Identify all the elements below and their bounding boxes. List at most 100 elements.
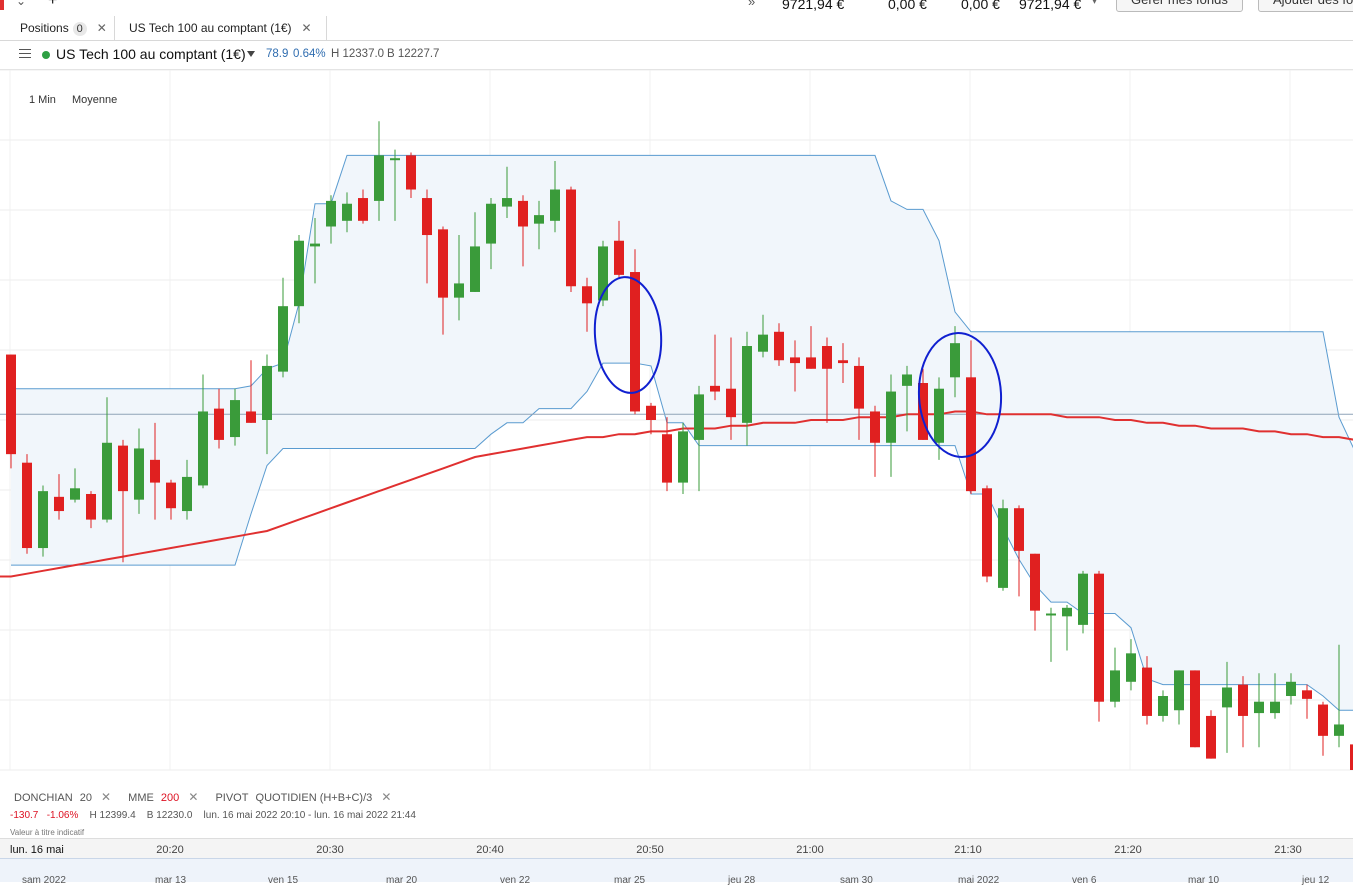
- candle[interactable]: [614, 220, 624, 278]
- candle[interactable]: [646, 402, 656, 435]
- candle[interactable]: [22, 454, 32, 554]
- candle[interactable]: [214, 388, 224, 449]
- candle[interactable]: [806, 326, 816, 369]
- candle[interactable]: [518, 195, 528, 267]
- candle[interactable]: [6, 354, 16, 469]
- candle[interactable]: [678, 422, 688, 494]
- candle[interactable]: [118, 439, 128, 563]
- candle[interactable]: [182, 459, 192, 520]
- candle[interactable]: [790, 340, 800, 392]
- candle[interactable]: [454, 235, 464, 321]
- close-icon[interactable]: ✕: [101, 790, 112, 804]
- candle[interactable]: [406, 152, 416, 199]
- candle[interactable]: [1094, 570, 1104, 722]
- candle[interactable]: [1014, 505, 1024, 597]
- candle[interactable]: [950, 326, 960, 398]
- candle[interactable]: [294, 235, 304, 324]
- plus-icon[interactable]: +: [48, 0, 58, 9]
- candle[interactable]: [1158, 690, 1168, 722]
- candle[interactable]: [1190, 670, 1200, 748]
- instrument-name[interactable]: US Tech 100 au comptant (1€): [56, 46, 246, 62]
- candle[interactable]: [134, 428, 144, 514]
- chevron-down-icon[interactable]: ▾: [1092, 0, 1098, 7]
- candle[interactable]: [1030, 553, 1040, 631]
- candle[interactable]: [86, 491, 96, 529]
- candle[interactable]: [1046, 607, 1056, 662]
- candle[interactable]: [710, 334, 720, 401]
- candle[interactable]: [390, 149, 400, 221]
- candle[interactable]: [822, 337, 832, 423]
- candle[interactable]: [262, 354, 272, 455]
- candle[interactable]: [1078, 570, 1088, 634]
- candle[interactable]: [1110, 647, 1120, 708]
- candle[interactable]: [870, 405, 880, 477]
- candle[interactable]: [582, 277, 592, 332]
- chart-type-selector[interactable]: Moyenne: [72, 94, 118, 106]
- close-icon[interactable]: ✕: [301, 21, 312, 35]
- candle[interactable]: [470, 212, 480, 292]
- candle[interactable]: [1174, 670, 1184, 725]
- candle[interactable]: [630, 249, 640, 415]
- candle[interactable]: [358, 189, 368, 224]
- candle[interactable]: [838, 343, 848, 384]
- candle[interactable]: [278, 277, 288, 378]
- candle[interactable]: [342, 192, 352, 233]
- candle[interactable]: [310, 217, 320, 284]
- candle[interactable]: [1254, 673, 1264, 748]
- candle[interactable]: [966, 340, 976, 494]
- candle[interactable]: [726, 337, 736, 440]
- candle[interactable]: [326, 195, 336, 244]
- candle[interactable]: [918, 368, 928, 440]
- candle[interactable]: [566, 186, 576, 292]
- candle[interactable]: [502, 166, 512, 218]
- candle[interactable]: [230, 388, 240, 446]
- tab-positions[interactable]: Positions 0 ✕: [20, 16, 107, 40]
- candle[interactable]: [742, 331, 752, 446]
- candle[interactable]: [1062, 604, 1072, 651]
- candle[interactable]: [1318, 701, 1328, 756]
- candle[interactable]: [422, 189, 432, 284]
- candle[interactable]: [102, 397, 112, 523]
- candle[interactable]: [1302, 684, 1312, 719]
- interval-selector[interactable]: 1 Min: [29, 94, 56, 106]
- candle[interactable]: [982, 485, 992, 583]
- candle[interactable]: [662, 417, 672, 492]
- close-icon[interactable]: ✕: [381, 790, 392, 804]
- close-icon[interactable]: ✕: [188, 790, 199, 804]
- tab-instrument[interactable]: US Tech 100 au comptant (1€) ✕: [114, 16, 327, 40]
- price-chart[interactable]: [0, 70, 1353, 838]
- candle[interactable]: [534, 200, 544, 250]
- chevron-down-icon[interactable]: [247, 51, 255, 57]
- candle[interactable]: [38, 485, 48, 557]
- candle[interactable]: [758, 314, 768, 358]
- close-icon[interactable]: ✕: [96, 21, 107, 35]
- add-funds-button[interactable]: Ajouter des fo: [1258, 0, 1353, 12]
- candle[interactable]: [1126, 639, 1136, 691]
- candle[interactable]: [54, 474, 64, 520]
- candle[interactable]: [1270, 673, 1280, 719]
- double-chevron-icon[interactable]: »: [748, 0, 756, 9]
- candle[interactable]: [198, 374, 208, 489]
- menu-icon[interactable]: [19, 49, 31, 59]
- manage-funds-button[interactable]: Gérer mes fonds: [1116, 0, 1243, 12]
- candle[interactable]: [246, 360, 256, 423]
- candle[interactable]: [854, 357, 864, 440]
- candle[interactable]: [438, 226, 448, 335]
- candle[interactable]: [998, 499, 1008, 591]
- candle[interactable]: [1286, 673, 1296, 705]
- range-navigator[interactable]: sam 2022 mar 13 ven 15 mar 20 ven 22 mar…: [0, 858, 1353, 886]
- chevron-down-icon[interactable]: ⌄: [16, 0, 27, 8]
- candle[interactable]: [1334, 644, 1344, 748]
- candle[interactable]: [774, 323, 784, 366]
- candle[interactable]: [1206, 710, 1216, 759]
- candle[interactable]: [886, 374, 896, 477]
- candle[interactable]: [166, 479, 176, 520]
- candle[interactable]: [150, 422, 160, 520]
- candle[interactable]: [1142, 656, 1152, 725]
- candle[interactable]: [486, 198, 496, 270]
- candle[interactable]: [1222, 661, 1232, 753]
- candle[interactable]: [1238, 676, 1248, 748]
- candle[interactable]: [598, 240, 608, 307]
- candle[interactable]: [694, 385, 704, 492]
- candle[interactable]: [902, 365, 912, 432]
